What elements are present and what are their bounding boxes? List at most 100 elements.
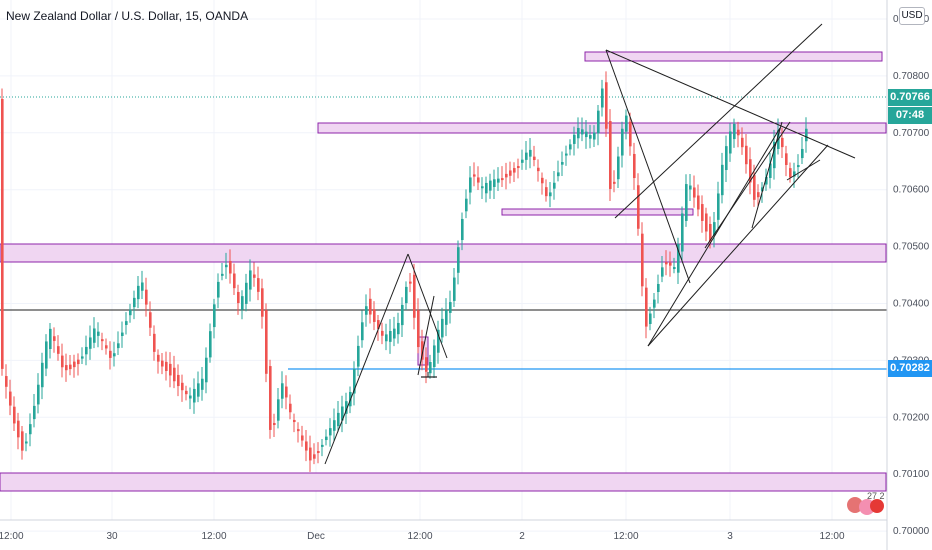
candle-body	[521, 159, 524, 163]
currency-button[interactable]: USD	[899, 7, 925, 25]
last-price-value: 0.70766	[890, 91, 930, 103]
trend-line	[605, 49, 856, 159]
candle-body	[805, 128, 808, 142]
trend-line	[647, 127, 781, 347]
candle-body	[461, 218, 464, 241]
candle-body	[489, 180, 492, 191]
candle-body	[741, 137, 744, 148]
candle-body	[169, 363, 172, 376]
candle-body	[313, 454, 316, 459]
trend-line	[407, 253, 448, 359]
candle-body	[177, 374, 180, 387]
time-axis-tick-label: 12:00	[0, 531, 24, 542]
candle-body	[601, 88, 604, 108]
candle-body	[613, 181, 616, 184]
price-axis-tick-label: 0.70600	[893, 185, 930, 196]
candle-body	[133, 297, 136, 308]
candle-body	[301, 435, 304, 441]
candle-body	[173, 367, 176, 382]
candle-body	[321, 444, 324, 447]
candle-body	[33, 405, 36, 420]
candle-body	[81, 356, 84, 359]
time-axis-tick-label: 12:00	[201, 531, 226, 542]
candle-body	[141, 282, 144, 291]
candle-body	[669, 262, 672, 266]
candle-body	[749, 159, 752, 183]
candle-body	[593, 132, 596, 140]
candle-body	[553, 182, 556, 189]
candle-body	[665, 262, 668, 265]
candle-body	[541, 177, 544, 184]
candle-body	[633, 153, 636, 179]
candle-body	[481, 186, 484, 189]
candle-body	[185, 390, 188, 395]
horizontal-line-price-badge: 0.70282	[888, 360, 932, 377]
trend-line	[614, 23, 823, 219]
candle-body	[529, 149, 532, 157]
price-axis-tick-label: 0.70700	[893, 128, 930, 139]
trend-line	[786, 159, 821, 181]
candle-body	[789, 168, 792, 178]
trend-line	[605, 49, 691, 284]
candle-body	[361, 322, 364, 341]
candle-body	[157, 354, 160, 362]
candle-body	[589, 135, 592, 139]
candle-body	[609, 121, 612, 189]
candle-body	[89, 337, 92, 349]
candle-body	[277, 399, 280, 421]
candle-body	[549, 192, 552, 197]
candle-body	[737, 129, 740, 136]
candle-body	[445, 310, 448, 325]
candle-body	[209, 331, 212, 358]
candle-body	[365, 306, 368, 315]
candle-body	[793, 171, 796, 177]
candle-body	[49, 328, 52, 349]
price-axis-tick-label: 0.70400	[893, 299, 930, 310]
candle-body	[229, 260, 232, 274]
trend-line	[417, 295, 435, 376]
candle-body	[621, 128, 624, 156]
candle-body	[337, 412, 340, 427]
candle-body	[625, 115, 628, 132]
candle-body	[69, 364, 72, 370]
candle-body	[353, 368, 356, 394]
candle-body	[61, 355, 64, 368]
candle-body	[333, 420, 336, 431]
candle-body	[645, 287, 648, 327]
candle-body	[557, 172, 560, 177]
candle-body	[497, 178, 500, 183]
candle-body	[757, 192, 760, 198]
candle-body	[753, 175, 756, 200]
candle-body	[205, 357, 208, 383]
candle-body	[113, 353, 116, 357]
supply-demand-zone	[501, 208, 694, 216]
candle-body	[297, 429, 300, 432]
candle-body	[273, 422, 276, 426]
candle-body	[37, 384, 40, 405]
candle-body	[745, 145, 748, 165]
candle-body	[285, 386, 288, 398]
countdown-value: 07:48	[895, 109, 925, 121]
candle-body	[733, 123, 736, 140]
candle-body	[429, 362, 432, 374]
candle-body	[309, 447, 312, 461]
candle-body	[725, 146, 728, 171]
candle-body	[101, 339, 104, 342]
candle-body	[265, 310, 268, 374]
candle-body	[573, 134, 576, 144]
candle-body	[577, 127, 580, 139]
candle-body	[569, 144, 572, 150]
supply-demand-zone	[0, 243, 887, 263]
candle-body	[773, 141, 776, 169]
candle-body	[721, 164, 724, 196]
candle-body	[217, 281, 220, 298]
candle-body	[657, 283, 660, 293]
candle-body	[385, 334, 388, 342]
candle-body	[369, 298, 372, 315]
candle-body	[465, 198, 468, 212]
candle-body	[5, 376, 8, 387]
price-axis-tick-label: 0.70000	[893, 526, 930, 537]
candle-body	[501, 178, 504, 181]
